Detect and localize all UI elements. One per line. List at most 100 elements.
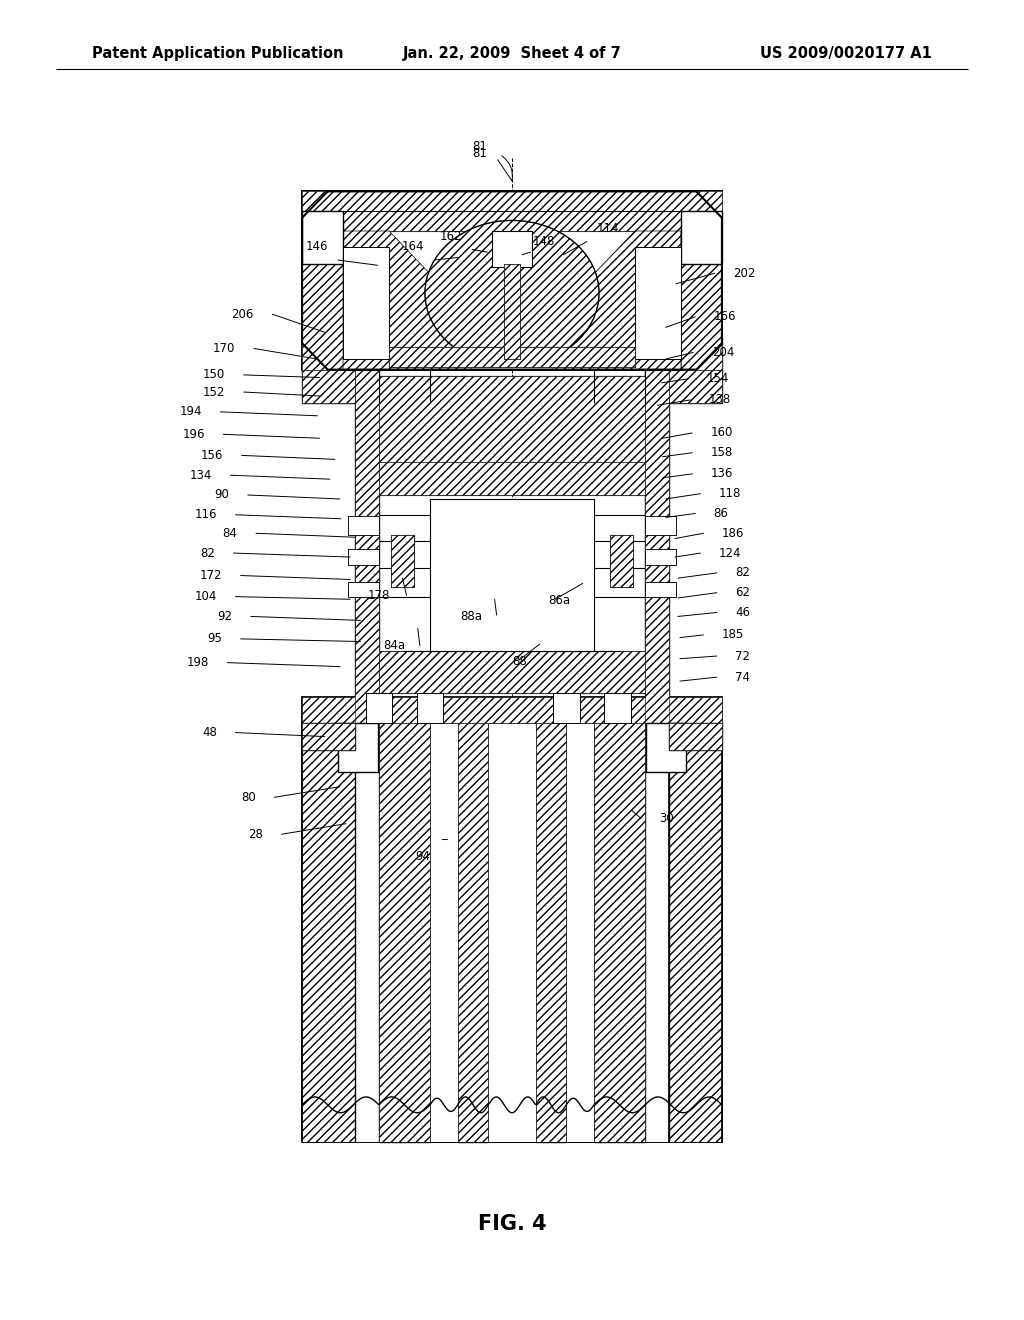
Text: 185: 185 — [722, 628, 744, 642]
Bar — [302, 723, 355, 1142]
Bar — [430, 499, 594, 651]
Bar — [379, 651, 645, 693]
Bar — [366, 693, 392, 723]
Bar — [645, 549, 676, 565]
Text: 206: 206 — [231, 308, 254, 321]
Bar — [348, 582, 379, 597]
Text: 202: 202 — [733, 267, 756, 280]
Bar — [681, 211, 722, 264]
Text: 74: 74 — [735, 671, 751, 684]
Bar — [458, 723, 488, 1142]
Bar — [604, 693, 631, 723]
Bar — [302, 191, 722, 211]
Bar — [635, 247, 681, 359]
Text: 46: 46 — [735, 606, 751, 619]
Bar — [594, 723, 645, 1142]
Bar — [669, 723, 722, 1142]
Bar — [391, 535, 414, 587]
Bar — [302, 370, 355, 403]
Text: 118: 118 — [719, 487, 741, 500]
Text: 186: 186 — [722, 527, 744, 540]
Bar — [417, 693, 443, 723]
Text: 204: 204 — [712, 346, 734, 359]
Bar — [646, 723, 686, 772]
Bar — [504, 264, 520, 359]
Bar — [610, 535, 633, 587]
Polygon shape — [343, 231, 471, 370]
Bar — [343, 211, 681, 231]
Bar — [645, 516, 676, 535]
Bar — [669, 723, 722, 1142]
Bar — [669, 723, 722, 750]
Bar — [348, 516, 379, 535]
Text: 198: 198 — [186, 656, 209, 669]
Text: 72: 72 — [735, 649, 751, 663]
Text: 88: 88 — [513, 655, 527, 668]
Polygon shape — [553, 231, 681, 370]
Bar — [302, 697, 722, 723]
Bar — [669, 337, 722, 370]
Text: 136: 136 — [711, 467, 733, 480]
Bar — [645, 370, 669, 723]
Text: 90: 90 — [214, 488, 229, 502]
Text: 84: 84 — [222, 527, 238, 540]
Bar — [681, 211, 722, 264]
Bar — [681, 191, 722, 370]
Text: 82: 82 — [200, 546, 215, 560]
Text: 124: 124 — [719, 546, 741, 560]
Bar — [389, 347, 635, 367]
Bar — [566, 723, 594, 1142]
Text: 84a: 84a — [383, 639, 406, 652]
Bar — [302, 723, 355, 750]
Bar — [379, 723, 430, 1142]
Bar — [302, 191, 343, 370]
Bar — [379, 723, 430, 1142]
Bar — [669, 337, 722, 370]
Bar — [338, 723, 378, 772]
Bar — [366, 693, 392, 723]
Bar — [302, 723, 355, 750]
Bar — [379, 462, 645, 495]
Bar — [379, 376, 645, 462]
Bar — [348, 549, 379, 565]
Text: Jan. 22, 2009  Sheet 4 of 7: Jan. 22, 2009 Sheet 4 of 7 — [402, 46, 622, 61]
Bar — [669, 723, 722, 750]
Bar — [681, 191, 722, 370]
Text: 154: 154 — [707, 372, 729, 385]
Bar — [302, 191, 722, 211]
Bar — [669, 370, 722, 403]
Bar — [302, 697, 722, 723]
Bar — [645, 516, 676, 535]
Bar — [504, 264, 520, 359]
Text: 88a: 88a — [461, 610, 482, 623]
Bar — [355, 370, 379, 723]
Bar — [646, 723, 686, 772]
Bar — [536, 723, 566, 1142]
Text: 81: 81 — [472, 140, 487, 153]
Bar — [379, 462, 645, 495]
Text: 164: 164 — [401, 240, 424, 253]
Bar — [302, 337, 355, 370]
Text: 166: 166 — [714, 310, 736, 323]
Text: 48: 48 — [202, 726, 217, 739]
Bar — [635, 247, 681, 359]
Text: US 2009/0020177 A1: US 2009/0020177 A1 — [760, 46, 932, 61]
Text: 86: 86 — [714, 507, 729, 520]
Bar — [302, 211, 343, 264]
Bar — [492, 231, 532, 267]
Bar — [391, 535, 414, 587]
Text: 116: 116 — [195, 508, 217, 521]
Bar — [594, 723, 645, 1142]
Bar — [379, 376, 645, 462]
Text: Patent Application Publication: Patent Application Publication — [92, 46, 344, 61]
Text: 134: 134 — [189, 469, 212, 482]
Text: 146: 146 — [305, 240, 328, 253]
Bar — [343, 211, 681, 231]
Text: 178: 178 — [368, 589, 390, 602]
Bar — [430, 723, 458, 1142]
Text: 92: 92 — [217, 610, 232, 623]
Text: 30: 30 — [659, 812, 674, 825]
Bar — [610, 535, 633, 587]
Text: 160: 160 — [711, 426, 733, 440]
Text: 162: 162 — [439, 230, 462, 243]
